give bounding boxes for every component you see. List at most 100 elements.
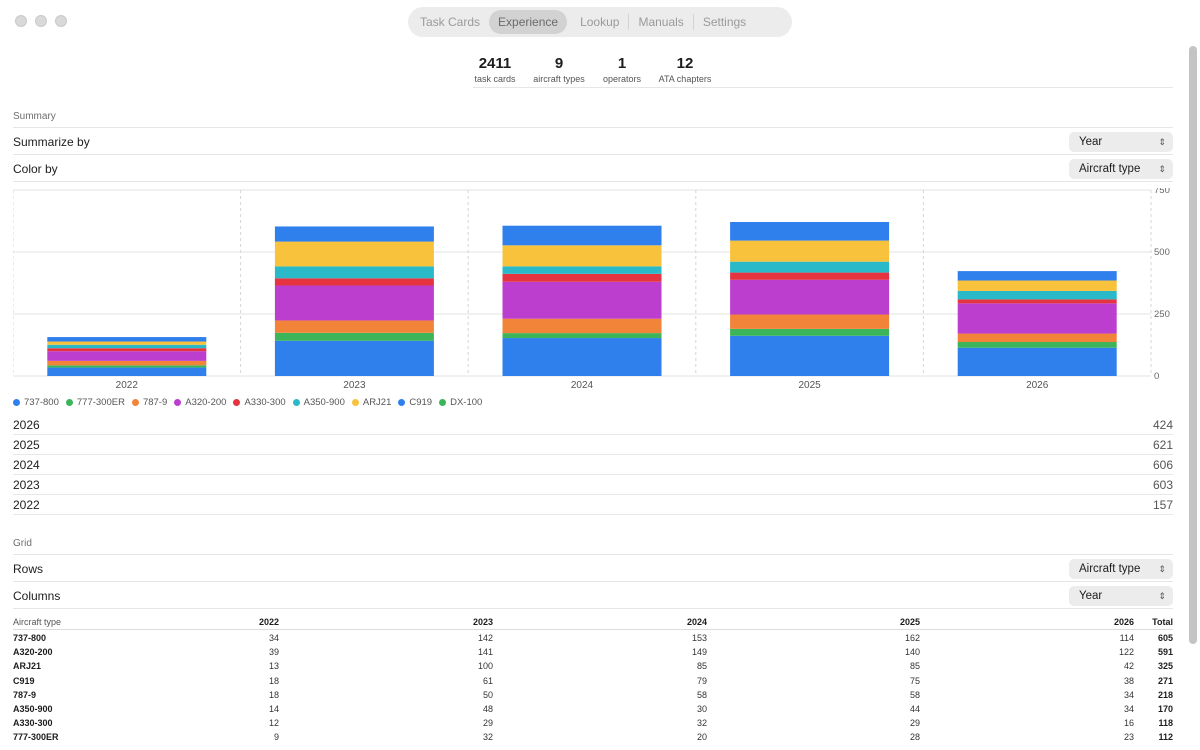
year-label: 2026 (13, 418, 40, 432)
table-cell: 18 (268, 675, 279, 686)
bar-segment (957, 303, 1117, 334)
x-tick-label: 2026 (1026, 380, 1049, 391)
bar-segment (502, 318, 662, 334)
color-by-select[interactable]: Aircraft type ⇕ (1069, 159, 1173, 179)
year-total-row: 2023 603 (13, 475, 1173, 495)
bar-segment (47, 367, 207, 376)
legend-swatch (292, 398, 300, 406)
stat-label: operators (602, 74, 642, 84)
row-total-cell: 325 (1157, 661, 1173, 672)
summarize-by-select[interactable]: Year ⇕ (1069, 132, 1173, 152)
bar-segment (730, 335, 890, 376)
bar-segment (47, 351, 207, 361)
table-cell: 16 (1123, 718, 1134, 729)
legend-item: 777-300ER (65, 396, 125, 408)
column-header: 2025 (899, 617, 920, 627)
vertical-scrollbar[interactable] (1189, 46, 1197, 644)
bar-segment (957, 347, 1117, 376)
close-window-button[interactable] (15, 15, 27, 27)
bar-segment (730, 279, 890, 315)
bar-segment (502, 281, 662, 319)
year-total-value: 621 (1152, 438, 1173, 452)
rows-label: Rows (13, 562, 44, 576)
tab-experience[interactable]: Experience (489, 10, 568, 34)
y-tick-label: 500 (1154, 247, 1170, 258)
zoom-window-button[interactable] (55, 15, 67, 27)
stat-ata-chapters: 12 ATA chapters (654, 55, 716, 85)
table-cell: 149 (691, 647, 707, 658)
legend-item: C919 (398, 397, 432, 408)
year-total-value: 603 (1152, 478, 1173, 492)
bar-segment (730, 272, 890, 280)
bar-segment (47, 348, 207, 352)
column-header: Total (1152, 617, 1173, 627)
table-cell: 162 (904, 633, 920, 643)
bar-segment (957, 280, 1117, 291)
legend-label: C919 (409, 396, 433, 408)
year-total-value: 424 (1152, 418, 1173, 432)
column-header: 2026 (1113, 617, 1134, 627)
row-header: 737-800 (13, 633, 47, 643)
row-total-cell: 118 (1158, 718, 1173, 729)
color-by-value: Aircraft type (1079, 163, 1141, 175)
bar-segment (730, 314, 890, 329)
tab-divider (628, 14, 630, 30)
table-cell: 34 (268, 633, 279, 643)
table-cell: 79 (696, 675, 707, 686)
columns-select[interactable]: Year ⇕ (1069, 586, 1173, 606)
legend-item: A350-900 (292, 397, 345, 408)
rows-value: Aircraft type (1079, 563, 1141, 575)
stat-aircraft-types: 9 aircraft types (528, 55, 590, 85)
year-total-value: 157 (1152, 498, 1173, 512)
summarize-by-row: Summarize by Year ⇕ (13, 127, 1173, 154)
chevron-up-down-icon: ⇕ (1158, 591, 1166, 601)
tab-task-cards[interactable]: Task Cards (420, 15, 481, 29)
minimize-window-button[interactable] (35, 15, 47, 27)
x-tick-label: 2023 (343, 380, 366, 391)
stat-label: task cards (474, 74, 516, 84)
year-label: 2023 (13, 478, 40, 492)
legend-label: 777-300ER (76, 396, 125, 408)
bar-segment (47, 341, 207, 345)
table-row: A350-900 14 48 30 44 34 170 (13, 701, 1173, 715)
table-cell: 20 (696, 732, 707, 743)
bar-segment (274, 332, 434, 341)
legend-swatch (398, 398, 406, 406)
stacked-bar-chart: 0 250 500 750 2022 2023 2024 2025 2026 (13, 188, 1170, 391)
bar-segment (47, 344, 207, 349)
summarize-by-value: Year (1079, 136, 1103, 148)
table-cell: 18 (268, 689, 279, 700)
table-cell: 50 (482, 689, 493, 700)
pivot-grid-table: Aircraft type 2022 2023 2024 2025 2026 Total 73… (13, 614, 1173, 744)
main-tab-bar: Task Cards Experience Lookup Manuals Set… (408, 7, 792, 37)
year-label: 2024 (13, 458, 40, 472)
bar-segment (274, 278, 434, 286)
table-cell: 114 (1119, 633, 1134, 643)
tab-manuals[interactable]: Manuals (638, 15, 684, 29)
bar-segment (502, 245, 662, 267)
row-total-cell: 112 (1158, 732, 1173, 743)
stat-label: aircraft types (533, 74, 585, 84)
bar-segment (957, 290, 1117, 300)
bar-segment (502, 273, 662, 282)
column-header: 2024 (686, 617, 707, 627)
stat-value: 9 (554, 55, 564, 72)
bar-segment (274, 226, 434, 242)
table-cell: 85 (696, 661, 707, 672)
table-cell: 153 (691, 633, 707, 643)
columns-value: Year (1079, 590, 1103, 602)
row-total-cell: 591 (1157, 647, 1173, 658)
table-cell: 34 (1123, 689, 1134, 700)
color-by-label: Color by (13, 162, 58, 176)
table-row: 737-800 34 142 153 162 114 605 (13, 630, 1173, 644)
y-tick-label: 250 (1154, 309, 1170, 320)
row-header: C919 (13, 675, 35, 686)
tab-lookup[interactable]: Lookup (580, 15, 620, 29)
grid-section-title: Grid (13, 538, 32, 549)
table-cell: 12 (268, 718, 279, 729)
legend-swatch (13, 398, 20, 406)
rows-select[interactable]: Aircraft type ⇕ (1069, 559, 1173, 579)
table-cell: 30 (696, 703, 707, 714)
tab-settings[interactable]: Settings (702, 15, 747, 29)
divider (13, 608, 1173, 609)
